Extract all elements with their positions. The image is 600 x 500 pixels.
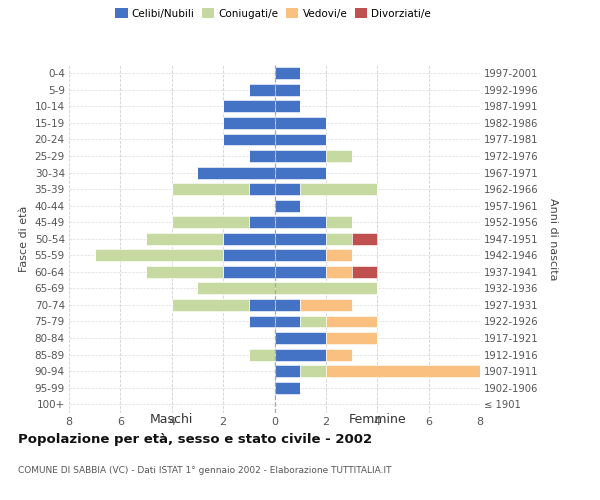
Bar: [275, 316, 300, 328]
Bar: [249, 316, 275, 328]
Y-axis label: Fasce di età: Fasce di età: [19, 206, 29, 272]
Legend: Celibi/Nubili, Coniugati/e, Vedovi/e, Divorziati/e: Celibi/Nubili, Coniugati/e, Vedovi/e, Di…: [111, 4, 435, 23]
Bar: [146, 266, 223, 278]
Bar: [326, 348, 352, 360]
Bar: [275, 382, 300, 394]
Bar: [197, 166, 275, 178]
Text: Femmine: Femmine: [349, 412, 406, 426]
Bar: [275, 68, 300, 79]
Bar: [223, 233, 275, 244]
Bar: [275, 200, 300, 211]
Bar: [326, 266, 352, 278]
Bar: [275, 365, 300, 377]
Bar: [300, 316, 326, 328]
Bar: [146, 233, 223, 244]
Bar: [249, 150, 275, 162]
Bar: [172, 183, 249, 195]
Bar: [352, 266, 377, 278]
Y-axis label: Anni di nascita: Anni di nascita: [548, 198, 558, 280]
Bar: [275, 134, 326, 145]
Bar: [223, 250, 275, 262]
Bar: [326, 365, 480, 377]
Bar: [275, 216, 326, 228]
Bar: [326, 250, 352, 262]
Bar: [326, 233, 352, 244]
Bar: [275, 266, 326, 278]
Bar: [326, 332, 377, 344]
Bar: [300, 299, 352, 311]
Bar: [275, 299, 300, 311]
Bar: [249, 348, 275, 360]
Bar: [275, 233, 326, 244]
Bar: [275, 183, 300, 195]
Bar: [275, 150, 326, 162]
Bar: [275, 332, 326, 344]
Bar: [300, 183, 377, 195]
Bar: [223, 134, 275, 145]
Bar: [95, 250, 223, 262]
Bar: [249, 183, 275, 195]
Bar: [275, 282, 377, 294]
Bar: [249, 84, 275, 96]
Bar: [326, 150, 352, 162]
Bar: [172, 299, 249, 311]
Text: Maschi: Maschi: [150, 412, 193, 426]
Bar: [249, 299, 275, 311]
Bar: [223, 100, 275, 112]
Bar: [249, 216, 275, 228]
Bar: [275, 166, 326, 178]
Bar: [300, 365, 326, 377]
Bar: [197, 282, 275, 294]
Bar: [326, 216, 352, 228]
Bar: [275, 348, 326, 360]
Bar: [223, 117, 275, 129]
Bar: [275, 250, 326, 262]
Bar: [352, 233, 377, 244]
Text: Popolazione per età, sesso e stato civile - 2002: Popolazione per età, sesso e stato civil…: [18, 432, 372, 446]
Bar: [275, 84, 300, 96]
Text: COMUNE DI SABBIA (VC) - Dati ISTAT 1° gennaio 2002 - Elaborazione TUTTITALIA.IT: COMUNE DI SABBIA (VC) - Dati ISTAT 1° ge…: [18, 466, 392, 475]
Bar: [275, 117, 326, 129]
Bar: [326, 316, 377, 328]
Bar: [275, 100, 300, 112]
Bar: [172, 216, 249, 228]
Bar: [223, 266, 275, 278]
